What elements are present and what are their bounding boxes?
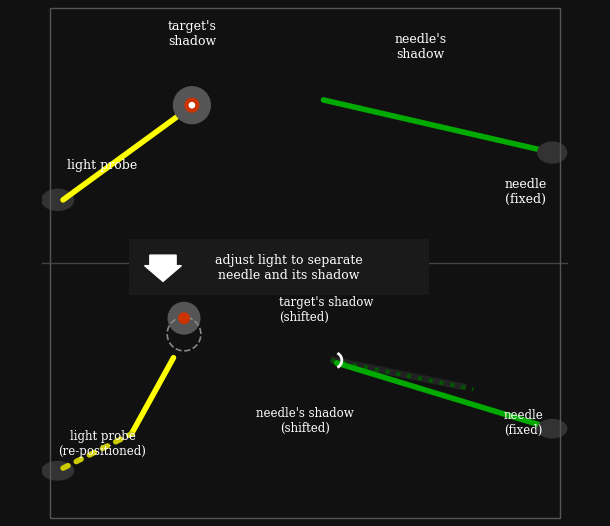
- Ellipse shape: [89, 274, 521, 505]
- Text: target's shadow
(shifted): target's shadow (shifted): [279, 296, 373, 325]
- Text: needle's
shadow: needle's shadow: [395, 33, 447, 62]
- Circle shape: [173, 87, 210, 124]
- Circle shape: [179, 313, 189, 323]
- Text: target's
shadow: target's shadow: [168, 20, 217, 48]
- Text: needle
(fixed): needle (fixed): [503, 409, 543, 438]
- Bar: [129, 239, 429, 295]
- Ellipse shape: [538, 142, 567, 163]
- Ellipse shape: [42, 462, 74, 480]
- Ellipse shape: [538, 420, 567, 438]
- Ellipse shape: [89, 0, 521, 242]
- Text: light probe: light probe: [67, 159, 138, 172]
- Text: adjust light to separate
needle and its shadow: adjust light to separate needle and its …: [215, 254, 363, 282]
- Circle shape: [189, 103, 195, 108]
- Circle shape: [168, 302, 200, 334]
- Text: light probe
(re-positioned): light probe (re-positioned): [59, 430, 146, 459]
- Ellipse shape: [42, 189, 74, 210]
- Circle shape: [185, 98, 199, 112]
- Bar: [42, 263, 568, 526]
- Text: needle's shadow
(shifted): needle's shadow (shifted): [256, 407, 354, 435]
- Text: needle
(fixed): needle (fixed): [505, 178, 547, 206]
- FancyArrow shape: [145, 255, 181, 281]
- Bar: [42, 0, 568, 263]
